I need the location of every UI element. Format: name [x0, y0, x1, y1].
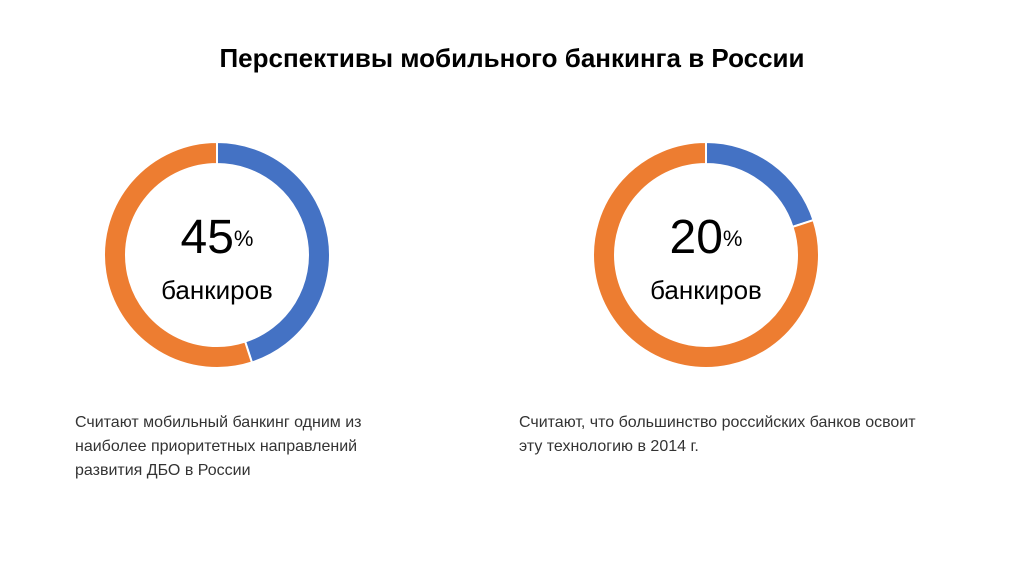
slide-title: Перспективы мобильного банкинга в России: [219, 43, 804, 73]
donut-segment: [592, 140, 820, 369]
donut-segment: [216, 140, 331, 364]
center-caption: банкиров: [161, 275, 273, 305]
center-caption: банкиров: [650, 275, 762, 305]
donut-segment: [103, 140, 254, 369]
center-value: 45%: [181, 211, 254, 264]
value-unit: %: [234, 226, 254, 251]
center-value: 20%: [670, 211, 743, 264]
caption: Считают мобильный банкинг одним из наибо…: [75, 414, 362, 479]
value-number: 45: [181, 211, 234, 264]
value-number: 20: [670, 211, 723, 264]
value-unit: %: [723, 226, 743, 251]
caption: Считают, что большинство российских банк…: [519, 414, 916, 455]
